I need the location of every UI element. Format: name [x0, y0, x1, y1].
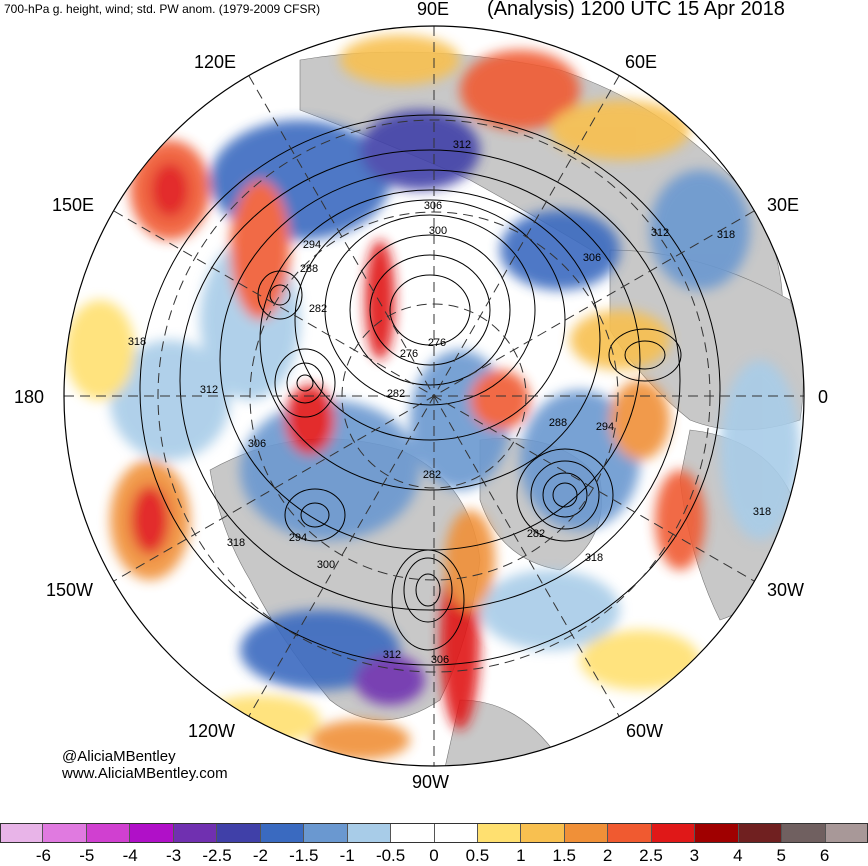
- colorbar-swatch: [651, 823, 696, 843]
- colorbar-tick-label: -3: [166, 846, 182, 865]
- colorbar-tick-label: 2.5: [639, 846, 663, 865]
- colorbar-swatch: [521, 823, 565, 843]
- contour-label: 276: [428, 337, 446, 349]
- colorbar-swatch: [347, 823, 392, 843]
- contour-label: 312: [651, 227, 669, 239]
- colorbar-swatch: [260, 823, 305, 843]
- contour-label: 312: [383, 649, 401, 661]
- contour-label: 318: [585, 552, 603, 564]
- polar-map: 312 306 300 294 288 282 276 282 288 294 …: [63, 25, 805, 767]
- contour-label: 288: [300, 263, 318, 275]
- contour-label: 318: [753, 506, 771, 518]
- colorbar-swatch: [695, 823, 739, 843]
- height-contours: [139, 114, 721, 666]
- credit-handle: @AliciaMBentley: [62, 748, 176, 765]
- contour-label: 312: [200, 384, 218, 396]
- lon-label-30w: 30W: [767, 580, 805, 600]
- colorbar-swatch: [477, 823, 522, 843]
- colorbar-swatch: [86, 823, 131, 843]
- valid-time: (Analysis) 1200 UTC 15 Apr 2018: [487, 0, 785, 20]
- colorbar-swatch: [825, 823, 868, 843]
- colorbar-swatch: [391, 823, 435, 843]
- contour-label: 276: [400, 348, 418, 360]
- colorbar-tick-label: 4: [733, 846, 743, 865]
- colorbar-tick-label: 0.5: [465, 846, 490, 865]
- colorbar-swatch: [434, 823, 478, 843]
- colorbar: [0, 823, 868, 843]
- graticule: [64, 26, 804, 766]
- contour-label: 294: [289, 532, 307, 544]
- contour-label-group: 312 306 300 294 288 282 276 282 288 294 …: [128, 139, 771, 666]
- lon-label-60e: 60E: [625, 52, 658, 72]
- colorbar-tick-label: 0: [429, 846, 439, 865]
- lon-label-150w: 150W: [46, 580, 94, 600]
- colorbar-tick-label: -1.5: [289, 846, 319, 865]
- map-border: [63, 25, 805, 767]
- contour-label: 282: [527, 528, 545, 540]
- contour-label: 306: [583, 252, 601, 264]
- lon-label-120w: 120W: [188, 721, 236, 741]
- colorbar-swatch: [217, 823, 261, 843]
- contour-label: 318: [227, 537, 245, 549]
- lon-label-90e: 90E: [417, 0, 450, 19]
- contour-label: 282: [387, 388, 405, 400]
- lon-label-30e: 30E: [767, 195, 800, 215]
- colorbar-tick-label: -0.5: [375, 846, 406, 865]
- contour-label: 300: [317, 559, 335, 571]
- colorbar-tick-label: 6: [819, 846, 830, 865]
- colorbar-swatch: [608, 823, 652, 843]
- lon-label-150e: 150E: [52, 195, 95, 215]
- colorbar-tick-label: -4: [122, 846, 138, 865]
- contour-label: 306: [248, 438, 266, 450]
- colorbar-swatch: [0, 823, 44, 843]
- lon-label-90w: 90W: [412, 772, 450, 792]
- contour-label: 306: [431, 654, 449, 666]
- colorbar-swatch: [304, 823, 348, 843]
- contour-label: 288: [549, 417, 567, 429]
- contour-label: 294: [596, 421, 614, 433]
- lon-label-0: 0: [818, 387, 829, 407]
- lon-label-60w: 60W: [626, 721, 664, 741]
- contour-label: 312: [453, 139, 471, 151]
- colorbar-swatch: [564, 823, 609, 843]
- contour-label: 318: [128, 336, 146, 348]
- colorbar-tick-label: -6: [35, 846, 51, 865]
- colorbar-tick-label: -1: [339, 846, 355, 865]
- contour-label: 300: [429, 225, 447, 237]
- colorbar-tick-label: 3: [689, 846, 700, 865]
- colorbar-tick-label: -5: [79, 846, 95, 865]
- colorbar-swatch: [43, 823, 87, 843]
- contour-label: 282: [423, 469, 441, 481]
- contour-label: 282: [309, 303, 327, 315]
- colorbar-swatch: [130, 823, 174, 843]
- colorbar-tick-label: 1.5: [552, 846, 577, 865]
- colorbar-tick-label: -2: [252, 846, 268, 865]
- colorbar-swatch: [782, 823, 826, 843]
- credit-website: www.AliciaMBentley.com: [62, 765, 228, 782]
- colorbar-swatch: [173, 823, 218, 843]
- colorbar-tick-label: -2.5: [202, 846, 232, 865]
- product-title: 700-hPa g. height, wind; std. PW anom. (…: [4, 2, 321, 16]
- colorbar-tick-label: 2: [602, 846, 613, 865]
- contour-label: 306: [424, 200, 442, 212]
- colorbar-tick-label: 5: [776, 846, 786, 865]
- contour-label: 294: [303, 239, 321, 251]
- lon-label-180: 180: [14, 387, 45, 407]
- colorbar-swatch: [738, 823, 783, 843]
- colorbar-tick-label: 1: [516, 846, 526, 865]
- contour-label: 318: [717, 229, 735, 241]
- lon-label-120e: 120E: [194, 52, 237, 72]
